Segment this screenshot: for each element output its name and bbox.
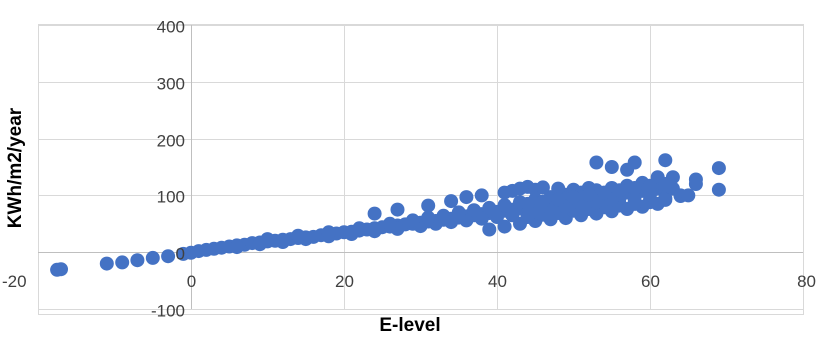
data-point xyxy=(627,181,642,195)
x-tick-label: 80 xyxy=(797,272,816,291)
data-point xyxy=(421,210,436,225)
data-point xyxy=(711,161,726,176)
data-point xyxy=(551,192,566,207)
data-point xyxy=(497,198,512,213)
data-point xyxy=(436,208,451,223)
data-point xyxy=(589,155,604,170)
data-point xyxy=(612,183,627,198)
data-point xyxy=(444,194,459,209)
data-point xyxy=(352,221,367,236)
y-axis-label: KWh/m2/year xyxy=(5,107,26,228)
data-point xyxy=(658,153,673,168)
data-point xyxy=(421,198,436,213)
data-point xyxy=(497,219,512,234)
data-point xyxy=(474,188,489,203)
data-point xyxy=(467,203,481,218)
data-point xyxy=(535,194,550,209)
y-tick-label: 200 xyxy=(157,132,185,151)
x-tick-label: -20 xyxy=(2,272,27,291)
data-point xyxy=(367,224,382,239)
data-point xyxy=(597,185,612,200)
data-point xyxy=(459,190,474,205)
data-point xyxy=(643,178,657,193)
data-point xyxy=(658,192,673,207)
x-tick-label: 60 xyxy=(641,272,660,291)
data-point xyxy=(54,262,68,277)
data-point xyxy=(405,213,420,228)
x-tick-label: 40 xyxy=(488,272,507,291)
y-tick-label: 300 xyxy=(157,75,185,94)
data-point xyxy=(520,196,535,211)
data-point xyxy=(260,232,275,247)
data-point xyxy=(604,160,619,174)
data-point xyxy=(291,228,306,243)
data-point xyxy=(275,235,290,249)
data-point xyxy=(367,206,382,221)
data-point xyxy=(581,187,596,202)
y-tick-label: -100 xyxy=(151,302,185,321)
data-point xyxy=(390,202,405,217)
data-point xyxy=(161,249,176,264)
data-point xyxy=(482,222,497,237)
data-points xyxy=(50,153,726,277)
data-point xyxy=(115,255,130,270)
x-tick-label: 20 xyxy=(335,272,354,291)
data-point xyxy=(688,177,703,191)
x-tick-label: 0 xyxy=(187,272,196,291)
data-point xyxy=(551,181,566,196)
data-point xyxy=(681,188,696,203)
x-axis-label: E-level xyxy=(379,315,440,336)
data-point xyxy=(321,225,336,240)
y-tick-label: 100 xyxy=(157,188,185,207)
y-tick-label: 0 xyxy=(176,245,185,264)
data-point xyxy=(229,240,244,255)
data-point xyxy=(566,190,581,205)
data-point xyxy=(145,250,160,265)
data-point xyxy=(482,200,497,215)
y-tick-label: 400 xyxy=(157,18,185,37)
data-point xyxy=(535,180,550,195)
data-point xyxy=(451,205,466,220)
data-point xyxy=(130,253,145,268)
data-point xyxy=(627,155,642,170)
data-point xyxy=(382,216,397,231)
data-point xyxy=(490,210,504,224)
data-point xyxy=(99,256,114,271)
data-point xyxy=(658,177,673,191)
data-point xyxy=(711,182,726,197)
